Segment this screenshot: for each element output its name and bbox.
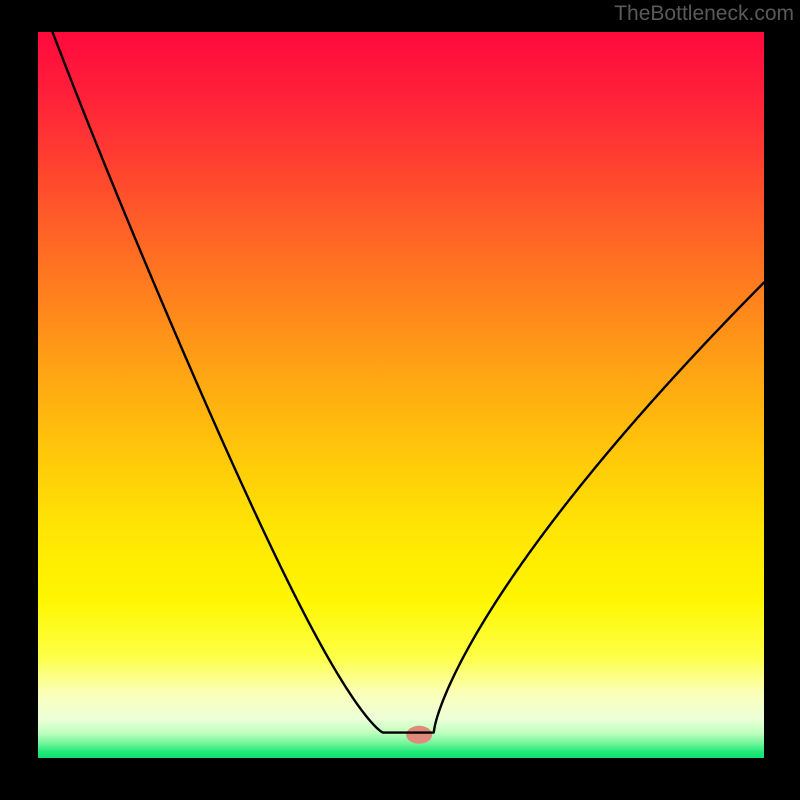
plot-area [38,32,764,758]
valley-marker [406,726,432,744]
chart-container: TheBottleneck.com [0,0,800,800]
bottleneck-chart [0,0,800,800]
